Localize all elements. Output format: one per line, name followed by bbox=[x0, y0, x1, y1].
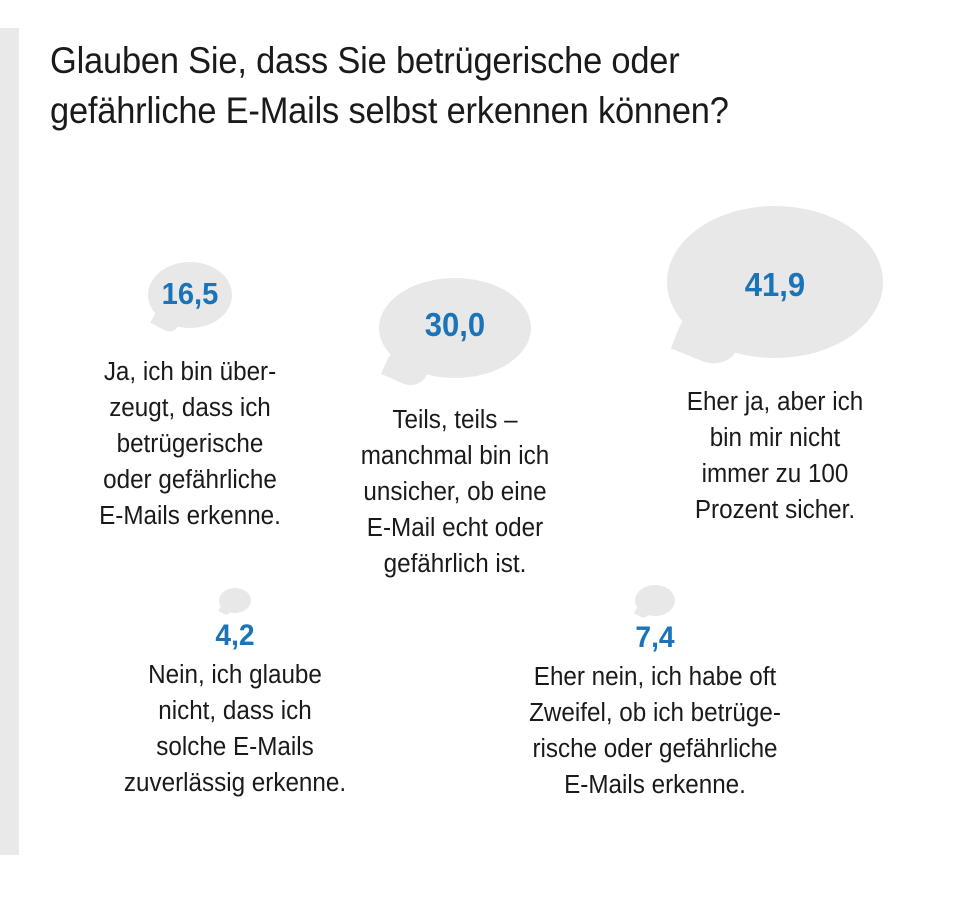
caption-line: Eher nein, ich habe oft bbox=[533, 663, 777, 691]
caption-line: solche E-Mails bbox=[156, 733, 314, 761]
answer-caption-ehernein: Eher nein, ich habe oft Zweifel, ob ich … bbox=[494, 659, 817, 803]
speech-bubble-icon-ja: 16,5 bbox=[148, 262, 232, 335]
caption-line: unsicher, ob eine bbox=[363, 478, 547, 506]
page-title: Glauben Sie, dass Sie betrügerische oder… bbox=[50, 36, 868, 136]
speech-bubble-icon-nein bbox=[218, 588, 251, 616]
caption-line: E-Mails erkenne. bbox=[564, 771, 746, 799]
caption-line: Ja, ich bin über- bbox=[103, 358, 277, 386]
value-label-nein: 4,2 bbox=[215, 619, 255, 652]
caption-line: nicht, dass ich bbox=[158, 697, 312, 725]
value-label-ja: 16,5 bbox=[161, 276, 219, 311]
caption-line: immer zu 100 bbox=[701, 460, 849, 488]
speech-bubble-icon-teils: 30,0 bbox=[379, 278, 531, 391]
speech-bubble-icon-eherja: 41,9 bbox=[667, 206, 883, 372]
caption-line: betrügerische bbox=[116, 430, 264, 458]
left-accent-stripe bbox=[0, 28, 19, 855]
answer-group-ja-ueberzeugt: 16,5 Ja, ich bin über- zeugt, dass ich b… bbox=[55, 262, 325, 534]
caption-line: zuverlässig erkenne. bbox=[123, 769, 347, 797]
speech-bubble-body bbox=[379, 278, 531, 378]
answer-caption-teils: Teils, teils – manchmal bin ich unsicher… bbox=[322, 402, 588, 582]
speech-bubble-body bbox=[148, 262, 232, 328]
caption-line: E-Mail echt oder bbox=[366, 514, 544, 542]
answer-caption-eherja: Eher ja, aber ich bin mir nicht immer zu… bbox=[637, 384, 913, 528]
caption-line: manchmal bin ich bbox=[360, 442, 550, 470]
caption-line: Prozent sicher. bbox=[694, 496, 856, 524]
caption-line: gefährlich ist. bbox=[383, 550, 527, 578]
answer-group-teils-teils: 30,0 Teils, teils – manchmal bin ich uns… bbox=[315, 278, 595, 582]
page-title-line-2: gefährliche E-Mails selbst erkennen könn… bbox=[50, 90, 729, 131]
caption-line: zeugt, dass ich bbox=[109, 394, 271, 422]
caption-line: rische oder gefährliche bbox=[532, 735, 778, 763]
speech-bubble-body bbox=[635, 585, 675, 616]
caption-line: Zweifel, ob ich betrüge- bbox=[529, 699, 781, 727]
answer-group-eher-ja: 41,9 Eher ja, aber ich bin mir nicht imm… bbox=[630, 206, 920, 528]
caption-line: oder gefährliche bbox=[103, 466, 277, 494]
caption-line: E-Mails erkenne. bbox=[99, 502, 281, 530]
value-label-ehernein: 7,4 bbox=[635, 621, 675, 654]
answer-caption-nein: Nein, ich glaube nicht, dass ich solche … bbox=[97, 657, 373, 801]
answer-group-eher-nein: 7,4 Eher nein, ich habe oft Zweifel, ob … bbox=[485, 585, 825, 803]
speech-bubble-body bbox=[219, 588, 251, 613]
caption-line: Nein, ich glaube bbox=[148, 661, 322, 689]
answer-caption-ja: Ja, ich bin über- zeugt, dass ich betrüg… bbox=[62, 354, 319, 534]
caption-line: Teils, teils – bbox=[392, 406, 518, 434]
value-label-eherja: 41,9 bbox=[744, 266, 806, 303]
value-label-teils: 30,0 bbox=[424, 306, 486, 343]
speech-bubble-body bbox=[667, 206, 883, 358]
answer-group-nein: 4,2 Nein, ich glaube nicht, dass ich sol… bbox=[90, 588, 380, 801]
speech-bubble-icon-ehernein bbox=[633, 585, 675, 620]
caption-line: Eher ja, aber ich bbox=[686, 388, 864, 416]
caption-line: bin mir nicht bbox=[709, 424, 841, 452]
page-title-line-1: Glauben Sie, dass Sie betrügerische oder bbox=[50, 40, 680, 81]
